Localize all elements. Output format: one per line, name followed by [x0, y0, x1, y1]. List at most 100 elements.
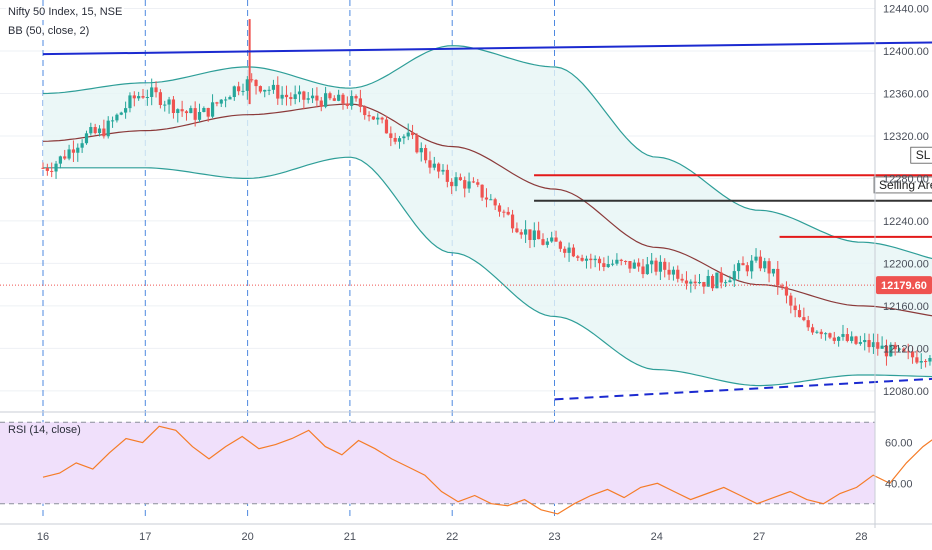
- candle-body: [419, 148, 423, 153]
- candle-body: [584, 258, 589, 261]
- candle-body: [923, 361, 928, 363]
- candle-body: [367, 115, 371, 117]
- candle-body: [528, 229, 532, 240]
- candle-body: [732, 271, 736, 281]
- candle-body: [184, 111, 189, 114]
- candle-body: [197, 112, 202, 120]
- rsi-panel: [0, 411, 932, 515]
- candle-body: [563, 248, 567, 253]
- candle-body: [654, 260, 658, 272]
- price-badge: [876, 276, 932, 295]
- candle-body: [119, 112, 123, 115]
- candle-body: [515, 228, 519, 233]
- candle-body: [328, 93, 332, 99]
- candle-body: [319, 100, 323, 107]
- candle-body: [306, 98, 310, 100]
- candle-body: [663, 261, 667, 270]
- candle-body: [484, 197, 489, 200]
- candle-body: [728, 280, 732, 283]
- candle-body: [237, 86, 241, 92]
- candle-body: [215, 102, 219, 104]
- candle-body: [50, 170, 54, 172]
- candle-body: [597, 258, 602, 264]
- candle-body: [454, 177, 458, 187]
- candle-body: [132, 95, 136, 99]
- candle-body: [241, 90, 245, 92]
- candle-body: [450, 181, 454, 187]
- candle-body: [719, 272, 723, 283]
- candle-body: [341, 94, 345, 104]
- candle-body: [602, 263, 606, 267]
- candle-body: [906, 351, 910, 353]
- candle-body: [63, 156, 67, 159]
- candle-body: [415, 135, 419, 153]
- candle-body: [832, 337, 836, 341]
- candle-body: [667, 269, 671, 275]
- bb-legend: BB (50, close, 2): [6, 25, 92, 37]
- candle-body: [193, 108, 197, 120]
- candle-body: [676, 269, 680, 279]
- x-tick-label: 27: [753, 531, 765, 543]
- candle-body: [428, 160, 432, 168]
- candle-body: [532, 230, 536, 240]
- x-tick-label: 23: [548, 531, 560, 543]
- candle-body: [310, 95, 315, 99]
- candle-body: [293, 94, 297, 100]
- candle-body: [510, 214, 515, 229]
- candle-body: [619, 259, 623, 261]
- candle-body: [315, 95, 319, 101]
- candle-body: [928, 357, 932, 362]
- candle-body: [793, 305, 797, 311]
- x-tick-label: 28: [855, 531, 867, 543]
- candle-body: [767, 261, 771, 274]
- x-tick-label: 16: [37, 531, 49, 543]
- candle-body: [758, 256, 762, 269]
- candle-body: [863, 340, 867, 343]
- x-tick-label: 17: [139, 531, 151, 543]
- candle-body: [537, 230, 541, 240]
- candle-body: [628, 261, 632, 269]
- candle-body: [671, 269, 676, 275]
- bb-fill: [43, 45, 932, 386]
- candle-body: [689, 281, 693, 284]
- candle-body: [106, 120, 110, 137]
- candle-body: [297, 91, 302, 95]
- candle-body: [324, 93, 328, 107]
- candle-body: [550, 237, 554, 242]
- candle-body: [741, 263, 745, 266]
- candle-body: [763, 261, 767, 269]
- candle-body: [167, 99, 171, 105]
- candle-body: [363, 106, 367, 116]
- candle-body: [506, 211, 510, 215]
- candle-body: [110, 120, 115, 122]
- candle-body: [267, 89, 271, 91]
- x-tick-label: 22: [446, 531, 458, 543]
- candle-body: [850, 336, 854, 341]
- candle-body: [710, 275, 715, 289]
- candle-body: [410, 132, 415, 136]
- candle-body: [858, 342, 862, 344]
- rsi-tick-label: 60.00: [885, 438, 913, 450]
- candle-body: [637, 262, 641, 267]
- y-tick-label: 12200.00: [883, 258, 929, 270]
- y-tick-label: 12320.00: [883, 131, 929, 143]
- candle-body: [45, 167, 49, 171]
- candle-body: [841, 334, 845, 337]
- candle-body: [467, 181, 471, 189]
- candle-body: [810, 327, 815, 333]
- candle-body: [371, 116, 376, 120]
- candle-body: [919, 361, 923, 363]
- candle-body: [228, 97, 232, 100]
- candle-body: [445, 169, 449, 182]
- candle-body: [393, 137, 397, 142]
- candle-body: [802, 317, 806, 321]
- candle-body: [684, 280, 689, 284]
- candle-body: [124, 108, 128, 113]
- candle-body: [789, 295, 793, 306]
- candle-body: [406, 132, 410, 137]
- candle-body: [837, 336, 841, 341]
- candle-body: [345, 103, 349, 106]
- trendline-lower: [554, 377, 932, 401]
